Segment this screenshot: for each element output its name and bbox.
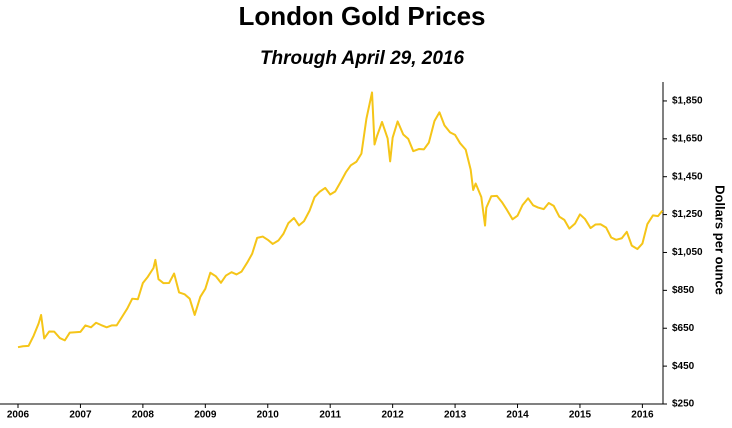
y-tick-label: $1,050 [672, 247, 703, 258]
x-tick-label: 2008 [132, 410, 155, 421]
chart-subtitle: Through April 29, 2016 [260, 48, 465, 69]
x-tick-label: 2014 [506, 410, 529, 421]
y-tick-label: $1,850 [672, 96, 703, 107]
x-tick-label: 2009 [194, 410, 217, 421]
price-line [17, 91, 664, 349]
x-tick-label: 2007 [69, 410, 92, 421]
x-tick-label: 2015 [569, 410, 592, 421]
y-tick-label: $850 [672, 285, 695, 296]
x-tick-label: 2006 [7, 410, 30, 421]
y-tick-label: $250 [672, 399, 695, 410]
y-tick-label: $1,450 [672, 171, 703, 182]
x-tick-label: 2011 [319, 410, 341, 421]
x-tick-label: 2016 [631, 410, 654, 421]
x-tick-label: 2010 [257, 410, 280, 421]
y-axis-label: Dollars per ounce [713, 185, 728, 295]
y-tick-label: $650 [672, 323, 695, 334]
y-tick-label: $450 [672, 361, 695, 372]
y-tick-label: $1,250 [672, 209, 703, 220]
chart-title: London Gold Prices [238, 1, 485, 31]
y-tick-label: $1,650 [672, 133, 703, 144]
x-tick-label: 2012 [382, 410, 405, 421]
x-tick-label: 2013 [444, 410, 467, 421]
